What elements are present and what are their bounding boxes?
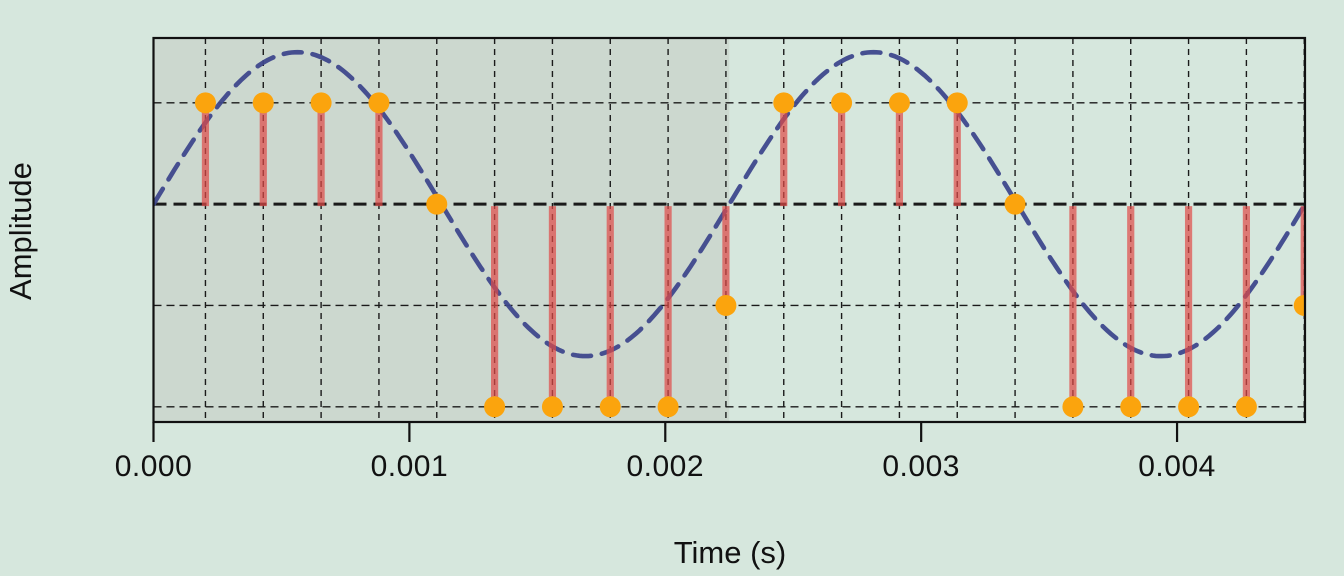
sample-marker <box>484 396 506 418</box>
analog-sine-curve <box>153 49 1305 359</box>
sample-marker <box>1120 396 1142 418</box>
sample-markers <box>194 92 1305 418</box>
sample-marker <box>252 92 274 114</box>
x-tick-label: 0.000 <box>114 450 193 483</box>
x-tick-label: 0.003 <box>882 450 960 483</box>
x-axis-ticks <box>152 422 1179 442</box>
x-tick-label: 0.002 <box>626 450 705 483</box>
sample-marker <box>541 396 563 418</box>
sample-marker <box>715 294 737 316</box>
sample-stems <box>201 102 1305 407</box>
sample-marker <box>888 92 910 114</box>
sample-marker <box>1235 396 1257 418</box>
sample-marker <box>773 92 795 114</box>
shaded-period-region <box>153 38 730 422</box>
sample-marker <box>946 92 968 114</box>
sample-marker <box>426 193 448 215</box>
sample-marker <box>368 92 390 114</box>
sample-marker <box>310 92 332 114</box>
sample-marker <box>1293 294 1305 316</box>
sample-marker <box>194 92 216 114</box>
sample-marker <box>1178 396 1200 418</box>
sample-marker <box>657 396 679 418</box>
sample-marker <box>599 396 621 418</box>
y-axis-title: Amplitude <box>3 162 38 300</box>
x-tick-label: 0.001 <box>370 450 449 483</box>
x-tick-label: 0.004 <box>1138 450 1216 483</box>
sample-marker <box>831 92 853 114</box>
sample-marker <box>1062 396 1084 418</box>
x-axis-title: Time (s) <box>673 535 787 570</box>
sample-marker <box>1004 193 1026 215</box>
plot-frame <box>152 36 1307 424</box>
